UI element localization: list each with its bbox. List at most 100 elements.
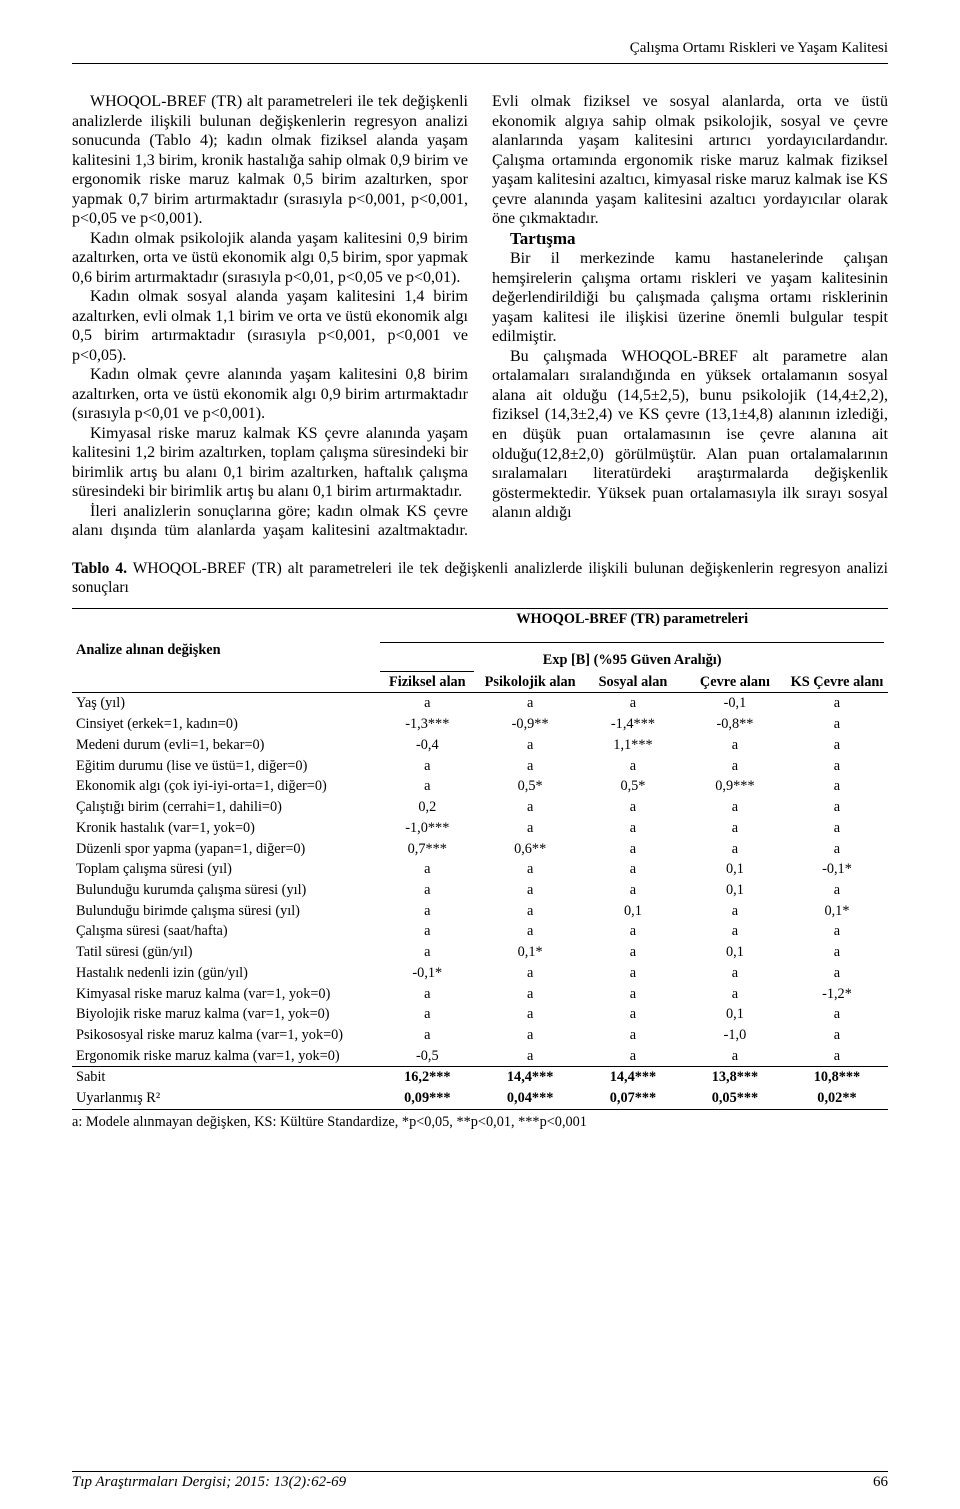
cell: a — [786, 839, 888, 860]
cell: 0,1* — [786, 901, 888, 922]
row-label: Medeni durum (evli=1, bekar=0) — [72, 735, 376, 756]
cell: a — [582, 839, 684, 860]
cell: a — [684, 1046, 786, 1067]
cell: -0,1 — [684, 693, 786, 714]
cell: 0,6** — [478, 839, 582, 860]
cell: a — [376, 880, 478, 901]
cell: a — [582, 963, 684, 984]
table-row: Bulunduğu kurumda çalışma süresi (yıl)aa… — [72, 880, 888, 901]
cell: a — [376, 984, 478, 1005]
running-head: Çalışma Ortamı Riskleri ve Yaşam Kalites… — [72, 40, 888, 57]
cell: 0,1 — [684, 880, 786, 901]
cell: a — [786, 963, 888, 984]
cell: a — [786, 1025, 888, 1046]
cell: a — [684, 984, 786, 1005]
cell: a — [786, 776, 888, 797]
cell: a — [786, 921, 888, 942]
cell: -1,3*** — [376, 714, 478, 735]
cell: -0,1* — [376, 963, 478, 984]
table-row: Bulunduğu birimde çalışma süresi (yıl) a a… — [72, 901, 888, 922]
cell: a — [478, 859, 582, 880]
row-label: Ekonomik algı (çok iyi-iyi-orta=1, diğer… — [72, 776, 376, 797]
cell: 0,2 — [376, 797, 478, 818]
page-footer: Tıp Araştırmaları Dergisi; 2015: 13(2):6… — [72, 1471, 888, 1491]
cell: 10,8*** — [786, 1067, 888, 1088]
row-label: Bulunduğu kurumda çalışma süresi (yıl) — [72, 880, 376, 901]
body-columns: WHOQOL-BREF (TR) alt parametreleri ile t… — [72, 92, 888, 541]
para-4: Kadın olmak çevre alanında yaşam kalites… — [72, 365, 468, 424]
cell: a — [478, 984, 582, 1005]
cell: a — [786, 756, 888, 777]
cell: a — [786, 818, 888, 839]
cell: a — [684, 921, 786, 942]
table4-caption: Tablo 4. WHOQOL-BREF (TR) alt parametrel… — [72, 559, 888, 598]
cell: a — [786, 1046, 888, 1067]
cell: a — [684, 756, 786, 777]
cell: a — [478, 735, 582, 756]
cell: a — [582, 1004, 684, 1025]
row-label: Bulunduğu birimde çalışma süresi (yıl) — [72, 901, 376, 922]
cell: a — [582, 984, 684, 1005]
cell: a — [376, 921, 478, 942]
cell: a — [582, 818, 684, 839]
table4-body: Yaş (yıl)aaa-0,1aCinsiyet (erkek=1, kadı… — [72, 693, 888, 1067]
cell: a — [786, 693, 888, 714]
cell: a — [786, 880, 888, 901]
cell: 1,1*** — [582, 735, 684, 756]
table4: Analize alınan değişken WHOQOL-BREF (TR)… — [72, 608, 888, 1110]
cell: -0,5 — [376, 1046, 478, 1067]
cell: a — [684, 735, 786, 756]
cell: a — [376, 693, 478, 714]
table-row: Tatil süresi (gün/yıl)a0,1*a0,1a — [72, 942, 888, 963]
cell: a — [478, 901, 582, 922]
cell: a — [582, 693, 684, 714]
journal-ref: Tıp Araştırmaları Dergisi; 2015: 13(2):6… — [72, 1474, 346, 1491]
cell: a — [376, 859, 478, 880]
cell: a — [684, 901, 786, 922]
table-row: Ekonomik algı (çok iyi-iyi-orta=1, diğer… — [72, 776, 888, 797]
cell: a — [786, 714, 888, 735]
cell: a — [786, 797, 888, 818]
cell: a — [786, 735, 888, 756]
table-row: Yaş (yıl)aaa-0,1a — [72, 693, 888, 714]
row-label: Düzenli spor yapma (yapan=1, diğer=0) — [72, 839, 376, 860]
table-footer-row: Sabit16,2***14,4***14,4***13,8***10,8*** — [72, 1067, 888, 1088]
table-row: Hastalık nedenli izin (gün/yıl)-0,1*aaaa — [72, 963, 888, 984]
table4-col-1: Psikolojik alan — [478, 671, 582, 693]
table-row: Çalışma süresi (saat/hafta)aaaaa — [72, 921, 888, 942]
row-label: Biyolojik riske maruz kalma (var=1, yok=… — [72, 1004, 376, 1025]
cell: a — [582, 880, 684, 901]
cell: 0,07*** — [582, 1088, 684, 1109]
cell: 0,1 — [684, 942, 786, 963]
cell: -1,0 — [684, 1025, 786, 1046]
cell: a — [582, 797, 684, 818]
row-label: Cinsiyet (erkek=1, kadın=0) — [72, 714, 376, 735]
para-1: WHOQOL-BREF (TR) alt parametreleri ile t… — [72, 92, 468, 229]
cell: a — [582, 1025, 684, 1046]
table4-col-0: Fiziksel alan — [376, 671, 478, 693]
table-row: Kimyasal riske maruz kalma (var=1, yok=0… — [72, 984, 888, 1005]
row-label: Tatil süresi (gün/yıl) — [72, 942, 376, 963]
cell: 0,5* — [582, 776, 684, 797]
table-row: Toplam çalışma süresi (yıl)aaa0,1-0,1* — [72, 859, 888, 880]
table-row: Psikososyal riske maruz kalma (var=1, yo… — [72, 1025, 888, 1046]
row-label: Uyarlanmış R² — [72, 1088, 376, 1109]
cell: 0,5* — [478, 776, 582, 797]
cell: -1,2* — [786, 984, 888, 1005]
cell: 13,8*** — [684, 1067, 786, 1088]
cell: 0,09*** — [376, 1088, 478, 1109]
table-row: Çalıştığı birim (cerrahi=1, dahili=0)0,2… — [72, 797, 888, 818]
cell: a — [478, 693, 582, 714]
cell: a — [786, 942, 888, 963]
cell: a — [376, 1025, 478, 1046]
row-label: Toplam çalışma süresi (yıl) — [72, 859, 376, 880]
row-label: Kronik hastalık (var=1, yok=0) — [72, 818, 376, 839]
cell: a — [684, 797, 786, 818]
para-8: Bu çalışmada WHOQOL-BREF alt parametre a… — [492, 347, 888, 523]
table-row: Düzenli spor yapma (yapan=1, diğer=0)0,7… — [72, 839, 888, 860]
cell: a — [684, 839, 786, 860]
table-row: Ergonomik riske maruz kalma (var=1, yok=… — [72, 1046, 888, 1067]
cell: a — [376, 942, 478, 963]
para-2: Kadın olmak psikolojik alanda yaşam kali… — [72, 229, 468, 288]
cell: -0,9** — [478, 714, 582, 735]
